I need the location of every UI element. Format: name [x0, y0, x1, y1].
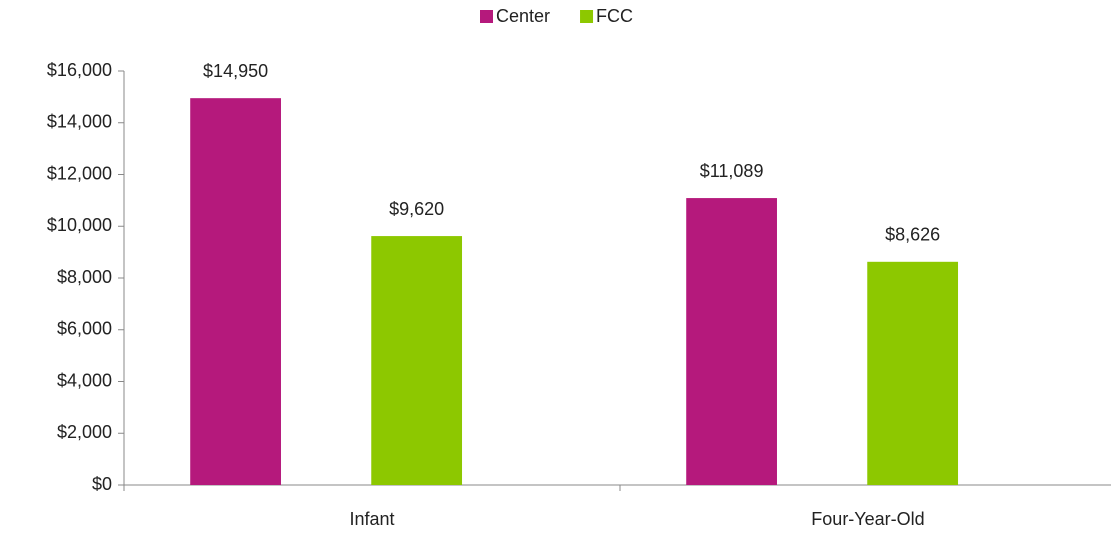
bar [371, 236, 463, 485]
legend-swatch [480, 10, 493, 23]
y-tick-label: $0 [92, 474, 112, 494]
legend-swatch [580, 10, 594, 23]
value-label: $8,626 [885, 225, 940, 245]
legend-label: Center [496, 6, 550, 26]
value-label: $9,620 [389, 199, 444, 219]
x-tick-label: Four-Year-Old [811, 509, 924, 529]
y-tick-label: $10,000 [47, 215, 112, 235]
y-tick-label: $14,000 [47, 112, 112, 132]
x-tick-label: Infant [349, 509, 394, 529]
value-label: $14,950 [203, 61, 268, 81]
value-label: $11,089 [700, 161, 764, 181]
y-tick-label: $4,000 [57, 370, 112, 390]
y-tick-label: $12,000 [47, 163, 112, 183]
bar [190, 98, 281, 485]
y-tick-label: $2,000 [57, 422, 112, 442]
y-tick-label: $8,000 [57, 267, 112, 287]
y-tick-label: $6,000 [57, 319, 112, 339]
bar [686, 198, 777, 485]
bar [867, 261, 959, 485]
y-tick-label: $16,000 [47, 60, 112, 80]
legend-label: FCC [596, 6, 633, 26]
